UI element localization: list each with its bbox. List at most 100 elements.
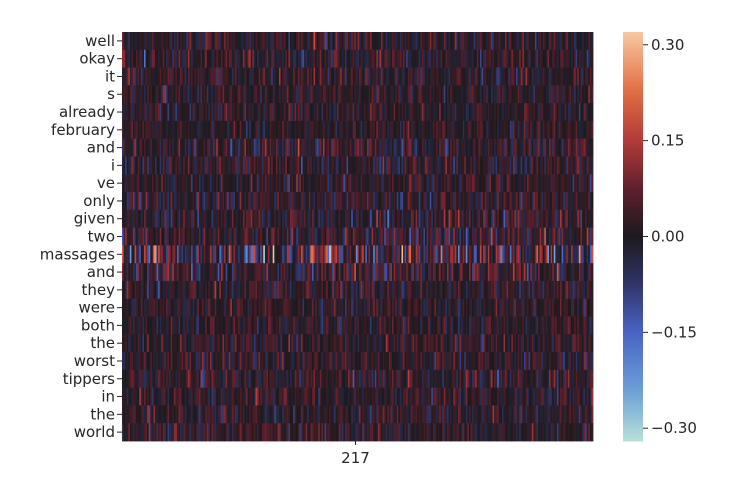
heatmap-cell [533,263,536,282]
heatmap-cell [220,263,223,282]
heatmap-cell [401,103,404,122]
heatmap-cell [512,120,515,140]
heatmap-cell [585,32,588,51]
heatmap-cell [572,156,575,175]
heatmap-cell [279,67,281,86]
heatmap-cell [123,67,126,86]
heatmap-cell [159,67,162,86]
heatmap-cell [473,174,476,193]
heatmap-cell [586,227,589,246]
heatmap-cell [205,316,208,335]
heatmap-cell [445,49,448,68]
heatmap-cell [143,85,146,104]
heatmap-cell [569,192,572,211]
heatmap-cell [269,49,272,68]
heatmap-cell [137,298,140,317]
heatmap-cell [257,67,259,86]
heatmap-cell [523,280,526,300]
heatmap-cell [423,263,426,282]
heatmap-cell [465,245,468,264]
heatmap-cell [591,245,594,264]
heatmap-cell [253,32,256,51]
heatmap-cell [404,103,407,122]
heatmap-cell [443,174,446,193]
heatmap-cell [490,67,493,86]
heatmap-cell [246,192,248,211]
heatmap-cell [410,245,413,264]
heatmap-cell [343,32,346,51]
heatmap-cell [321,245,324,264]
heatmap-cell [140,67,143,86]
heatmap-cell [418,174,421,193]
heatmap-cell [327,316,330,335]
heatmap-cell [246,103,248,122]
heatmap-cell [225,298,228,317]
heatmap-cell [332,49,335,68]
heatmap-cell [503,120,506,140]
heatmap-cell [205,67,208,86]
heatmap-cell [410,316,413,335]
heatmap-cell [410,120,413,140]
heatmap-cell [128,138,131,157]
heatmap-cell [208,156,211,175]
heatmap-cell [582,298,584,317]
heatmap-cell [373,298,376,317]
heatmap-cell [326,263,329,282]
heatmap-cell [282,85,285,104]
heatmap-cell [516,280,519,300]
heatmap-cell [550,67,553,86]
heatmap-cell [255,32,258,51]
heatmap-cell [299,227,302,246]
heatmap-cell [578,120,581,140]
heatmap-cell [563,298,566,317]
heatmap-cell [569,245,572,264]
heatmap-cell [381,316,384,335]
heatmap-cell [206,85,209,104]
heatmap-cell [538,85,541,104]
heatmap-cell [567,192,570,211]
heatmap-cell [195,32,198,51]
heatmap-cell [566,174,569,193]
heatmap-cell [376,32,379,51]
heatmap-cell [536,174,539,193]
heatmap-cell [315,209,318,229]
heatmap-cell [341,316,344,335]
heatmap-cell [431,85,434,104]
heatmap-cell [225,49,228,68]
heatmap-cell [527,280,530,300]
heatmap-cell [544,263,547,282]
heatmap-cell [151,280,154,300]
heatmap-cell [330,85,333,104]
heatmap-cell [509,103,512,122]
heatmap-cell [220,316,223,335]
heatmap-cell [268,174,270,193]
heatmap-cell [385,174,388,193]
heatmap-cell [420,120,423,140]
heatmap-cell [274,316,277,335]
heatmap-cell [216,156,219,175]
heatmap-cell [316,298,319,317]
heatmap-cell [332,192,335,211]
heatmap-cell [365,67,368,86]
heatmap-cell [132,245,135,264]
heatmap-cell [172,263,175,282]
heatmap-cell [522,138,525,157]
heatmap-cell [222,245,225,264]
heatmap-cell [454,156,457,175]
heatmap-cell [227,67,230,86]
heatmap-cell [151,192,154,211]
heatmap-cell [451,67,454,86]
heatmap-cell [564,280,567,300]
heatmap-cell [219,209,222,229]
heatmap-cell [322,192,325,211]
heatmap-cell [553,245,556,264]
heatmap-cell [530,192,533,211]
heatmap-cell [520,280,523,300]
heatmap-cell [464,120,467,140]
heatmap-cell [509,245,512,264]
heatmap-cell [244,280,247,300]
heatmap-cell [362,120,365,140]
heatmap-cell [238,316,241,335]
heatmap-cell [357,227,360,246]
heatmap-cell [558,263,561,282]
